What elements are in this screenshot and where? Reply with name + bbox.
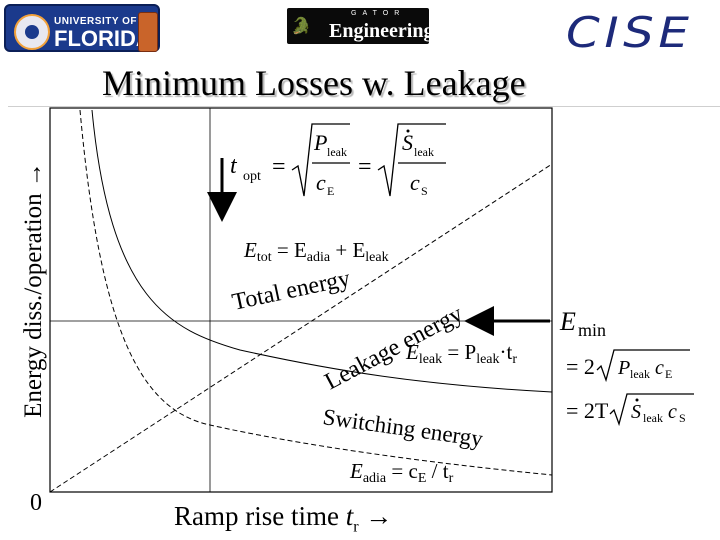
sw-formula-var: E (349, 459, 363, 483)
e-min-line2-rad-c-sub: S (679, 411, 686, 425)
e-min-line1-rad-c: c (655, 357, 664, 379)
switching-energy-curve (79, 109, 553, 476)
e-min-line1-rad: P (617, 357, 630, 379)
t-opt-den2: c (410, 170, 420, 195)
t-opt-num2-dot (406, 129, 410, 133)
e-min-line1-rad-sub: leak (630, 367, 650, 381)
total-formula-var: E (243, 238, 257, 262)
total-energy-label: Total energy (230, 266, 353, 316)
e-min-radical2 (609, 393, 694, 427)
t-opt-eq1: = (272, 154, 286, 180)
x-axis-label: Ramp rise time tr → (174, 501, 392, 536)
t-opt-radical2 (377, 123, 446, 197)
uf-seal-icon (14, 14, 50, 50)
t-opt-den1-sub: E (327, 184, 334, 198)
leak-formula-eq: = P (442, 340, 476, 364)
engineering-logo-label: Engineering (329, 20, 434, 42)
e-min-sub: min (578, 320, 606, 340)
leak-formula-var: E (405, 340, 419, 364)
e-min-formula: E min = 2 P leak c E = 2T S leak c S (559, 307, 694, 427)
switching-energy-label: Switching energy (321, 404, 485, 451)
e-min-radical1 (596, 349, 690, 383)
leakage-energy-formula: Eleak = Pleak·tr (405, 340, 517, 367)
header-divider (8, 106, 720, 107)
t-opt-sub: opt (243, 169, 261, 184)
sw-formula-sub2: E (418, 471, 427, 486)
x-axis-label-sub: r (353, 518, 359, 536)
total-formula-sub: tot (257, 250, 272, 265)
x-axis-label-var: t (345, 501, 354, 531)
switching-energy-formula: Eadia = cE / tr (349, 459, 454, 486)
e-min-line2-pre: = 2T (566, 398, 609, 423)
t-opt-num2-sub: leak (414, 145, 434, 159)
t-opt-den1: c (316, 170, 326, 195)
leak-formula-mid: ·t (500, 340, 513, 364)
total-formula-rhs: = E (272, 238, 307, 262)
sw-formula-mid: / t (426, 459, 448, 483)
t-opt-radical1 (291, 123, 350, 197)
leak-formula-sub2: leak (476, 352, 499, 367)
e-min-line2-rad: S (631, 401, 641, 423)
engineering-logo: 🐊 GATOR Engineering (287, 8, 433, 44)
e-min-line1-rad-c-sub: E (665, 367, 672, 381)
sw-formula-sub3: r (449, 471, 454, 486)
total-formula-plus: + E (330, 238, 365, 262)
total-energy-formula: Etot = Eadia + Eleak (243, 238, 389, 265)
plot-frame (49, 107, 553, 493)
cise-logo: CISE (566, 8, 694, 57)
t-opt-var: t (230, 153, 238, 179)
uf-logo-line1: UNIVERSITY OF (54, 16, 137, 27)
t-opt-num1: P (313, 130, 327, 155)
t-opt-num1-sub: leak (327, 145, 347, 159)
total-formula-sub1: adia (307, 250, 331, 265)
uf-tower-icon (138, 12, 158, 52)
leakage-energy-line (49, 163, 553, 493)
engineering-logo-gator-word: GATOR (351, 10, 406, 17)
t-opt-num2: S (402, 130, 413, 155)
total-formula-sub2: leak (365, 250, 388, 265)
slide-title: Minimum Losses w. Leakage (102, 63, 526, 103)
uf-logo: UNIVERSITY OF FLORIDA (4, 4, 160, 52)
t-opt-formula: t opt = P leak c E = S leak c S (230, 123, 446, 198)
gator-icon: 🐊 (291, 18, 311, 35)
x-axis-label-arrow: → (358, 501, 393, 531)
leak-formula-sub: leak (419, 352, 442, 367)
e-min-line2-dot (635, 398, 639, 402)
t-opt-eq2: = (358, 154, 372, 180)
sw-formula-sub: adia (363, 471, 387, 486)
sw-formula-eq: = c (386, 459, 418, 483)
t-opt-den2-sub: S (421, 184, 428, 198)
uf-logo-line2: FLORIDA (54, 26, 152, 51)
total-energy-curve (91, 109, 553, 393)
e-min-line1-pre: = 2 (566, 354, 595, 379)
e-min-line2-rad-sub: leak (643, 411, 663, 425)
x-axis-label-prefix: Ramp rise time (174, 501, 339, 531)
e-min-var: E (559, 307, 576, 336)
origin-label: 0 (30, 490, 42, 516)
leak-formula-sub3: r (512, 352, 517, 367)
e-min-line2-rad-c: c (668, 401, 677, 423)
